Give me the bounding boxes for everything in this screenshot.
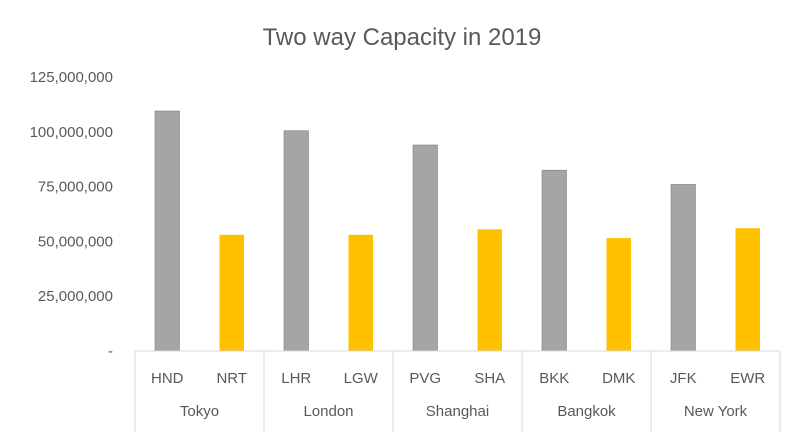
x-category-label: EWR [730,370,765,387]
x-category-label: HND [151,370,184,387]
y-tick-label: 100,000,000 [30,124,113,141]
x-category-label: LGW [344,370,379,387]
y-tick-label: 75,000,000 [38,179,113,196]
x-group-label: New York [684,403,748,420]
x-category-label: SHA [474,370,505,387]
y-axis-ticks: - 25,000,000 50,000,000 75,000,000 100,000,0… [30,69,113,360]
bar-lgw [348,234,373,351]
bar-nrt [219,234,244,351]
bar-sha [477,229,502,351]
x-group-label: Shanghai [426,403,489,420]
x-category-label: LHR [281,370,311,387]
y-tick-label: 50,000,000 [38,233,113,250]
bar-lhr [283,130,309,352]
y-tick-label: - [108,343,113,360]
x-group-label: Tokyo [180,403,219,420]
y-tick-label: 125,000,000 [30,69,113,86]
x-group-label: London [303,403,353,420]
x-category-label: BKK [539,370,569,387]
x-axis: HND NRT LHR LGW PVG SHA BKK DMK JFK EWR Tokyo Londo… [134,350,781,432]
x-category-label: DMK [602,370,635,387]
bar-pvg [412,144,438,352]
bar-dmk [606,238,631,351]
x-category-label: JFK [670,370,697,387]
bar-hnd [154,110,180,352]
bar-ewr [735,228,760,351]
chart-title: Two way Capacity in 2019 [263,24,542,51]
bar-jfk [670,184,696,352]
bar-bkk [541,169,567,352]
x-group-label: Bangkok [557,403,616,420]
x-category-label: PVG [409,370,441,387]
y-tick-label: 25,000,000 [38,288,113,305]
bars [154,110,760,352]
x-category-label: NRT [216,370,247,387]
